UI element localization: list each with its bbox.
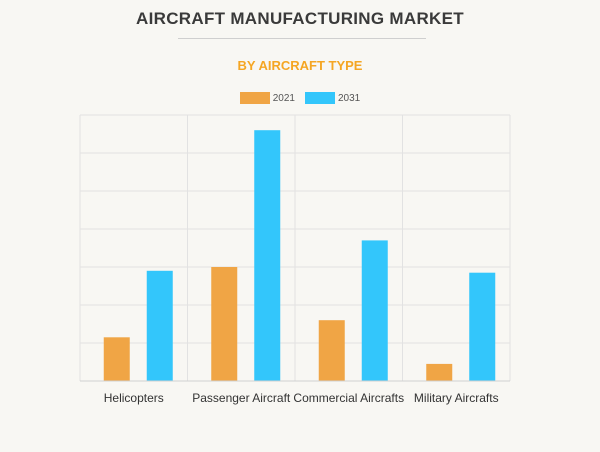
bar-2031-passenger-aircraft xyxy=(254,130,281,381)
title-divider xyxy=(178,38,426,39)
legend-swatch-2021 xyxy=(239,92,270,104)
x-tick-label: Helicopters xyxy=(104,391,164,405)
bar-2031-commercial-aircrafts xyxy=(361,240,388,381)
bar-2031-helicopters xyxy=(146,270,173,381)
chart-subtitle: BY AIRCRAFT TYPE xyxy=(237,58,363,73)
bar-2021-helicopters xyxy=(103,337,130,381)
bar-2021-passenger-aircraft xyxy=(211,267,238,381)
bar-2021-military-aircrafts xyxy=(426,363,453,381)
legend-label-2021: 2021 xyxy=(272,92,295,104)
legend-swatch-2031 xyxy=(305,92,335,104)
bar-2031-military-aircrafts xyxy=(469,272,496,381)
legend: 2021 2031 xyxy=(0,92,600,104)
bar-2021-commercial-aircrafts xyxy=(318,320,345,381)
legend-item-2031: 2031 xyxy=(305,92,360,104)
x-tick-label: Military Aircrafts xyxy=(414,391,499,405)
legend-label-2031: 2031 xyxy=(338,92,361,104)
x-tick-label: Commercial Aircrafts xyxy=(293,391,404,405)
legend-item-2021: 2021 xyxy=(239,92,295,104)
chart-title: AIRCRAFT MANUFACTURING MARKET xyxy=(136,9,464,28)
x-tick-label: Passenger Aircraft xyxy=(192,391,291,405)
